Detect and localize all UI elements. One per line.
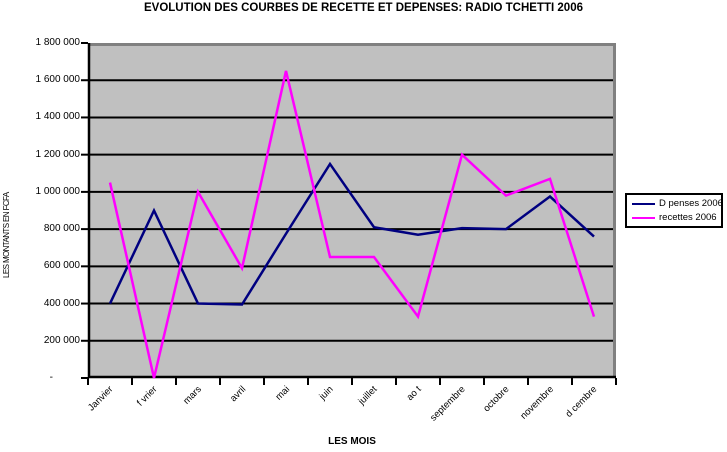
month-label: d cembre xyxy=(563,384,600,420)
month-label: juin xyxy=(317,384,336,403)
legend-entry-recettes: recettes 2006 xyxy=(632,212,721,223)
y-tick-label: 1 600 000 xyxy=(35,74,81,86)
legend-box: D penses 2006 recettes 2006 xyxy=(625,193,723,228)
month-label: juillet xyxy=(356,384,380,408)
y-tick-label: 400 000 xyxy=(43,297,80,309)
legend-line-sample-icon xyxy=(632,202,655,205)
month-label: mai xyxy=(273,384,292,403)
chart-title: EVOLUTION DES COURBES DE RECETTE ET DEPE… xyxy=(144,2,583,14)
y-axis-tick-labels: 1 800 000 1 600 000 1 400 000 1 200 000 1 00… xyxy=(0,0,81,452)
x-axis-tick-labels: Janvier f vrier mars avril mai juin juillet ao … xyxy=(86,384,616,439)
legend-label: D penses 2006 xyxy=(659,198,723,209)
month-label: octobre xyxy=(481,384,512,415)
plot-svg xyxy=(81,42,617,385)
series-line-recettes xyxy=(108,70,596,379)
legend-line-sample-icon xyxy=(632,216,655,219)
month-label: mars xyxy=(181,384,204,407)
y-tick-label: 600 000 xyxy=(43,260,80,272)
y-tick-label: 1 000 000 xyxy=(35,185,81,197)
y-tick-label: 1 400 000 xyxy=(35,111,81,123)
y-tick-label: 1 200 000 xyxy=(35,148,81,160)
y-tick-label: 200 000 xyxy=(43,334,80,346)
plot-background xyxy=(88,43,616,378)
y-tick-label: - xyxy=(49,372,53,383)
month-label: septembre xyxy=(428,384,468,424)
y-tick-label: 1 800 000 xyxy=(35,37,81,48)
series-line-depenses xyxy=(108,161,595,306)
month-label: f vrier xyxy=(135,384,160,409)
month-label: Janvier xyxy=(86,384,116,414)
month-label: avril xyxy=(227,384,248,405)
y-tick-label: 800 000 xyxy=(43,223,80,235)
month-label: novembre xyxy=(518,384,556,422)
legend-label: recettes 2006 xyxy=(659,212,717,223)
plot-area xyxy=(81,42,617,385)
month-label: ao t xyxy=(404,384,424,403)
legend-entry-depenses: D penses 2006 xyxy=(632,198,723,209)
x-axis-title: LES MOIS xyxy=(328,436,376,447)
